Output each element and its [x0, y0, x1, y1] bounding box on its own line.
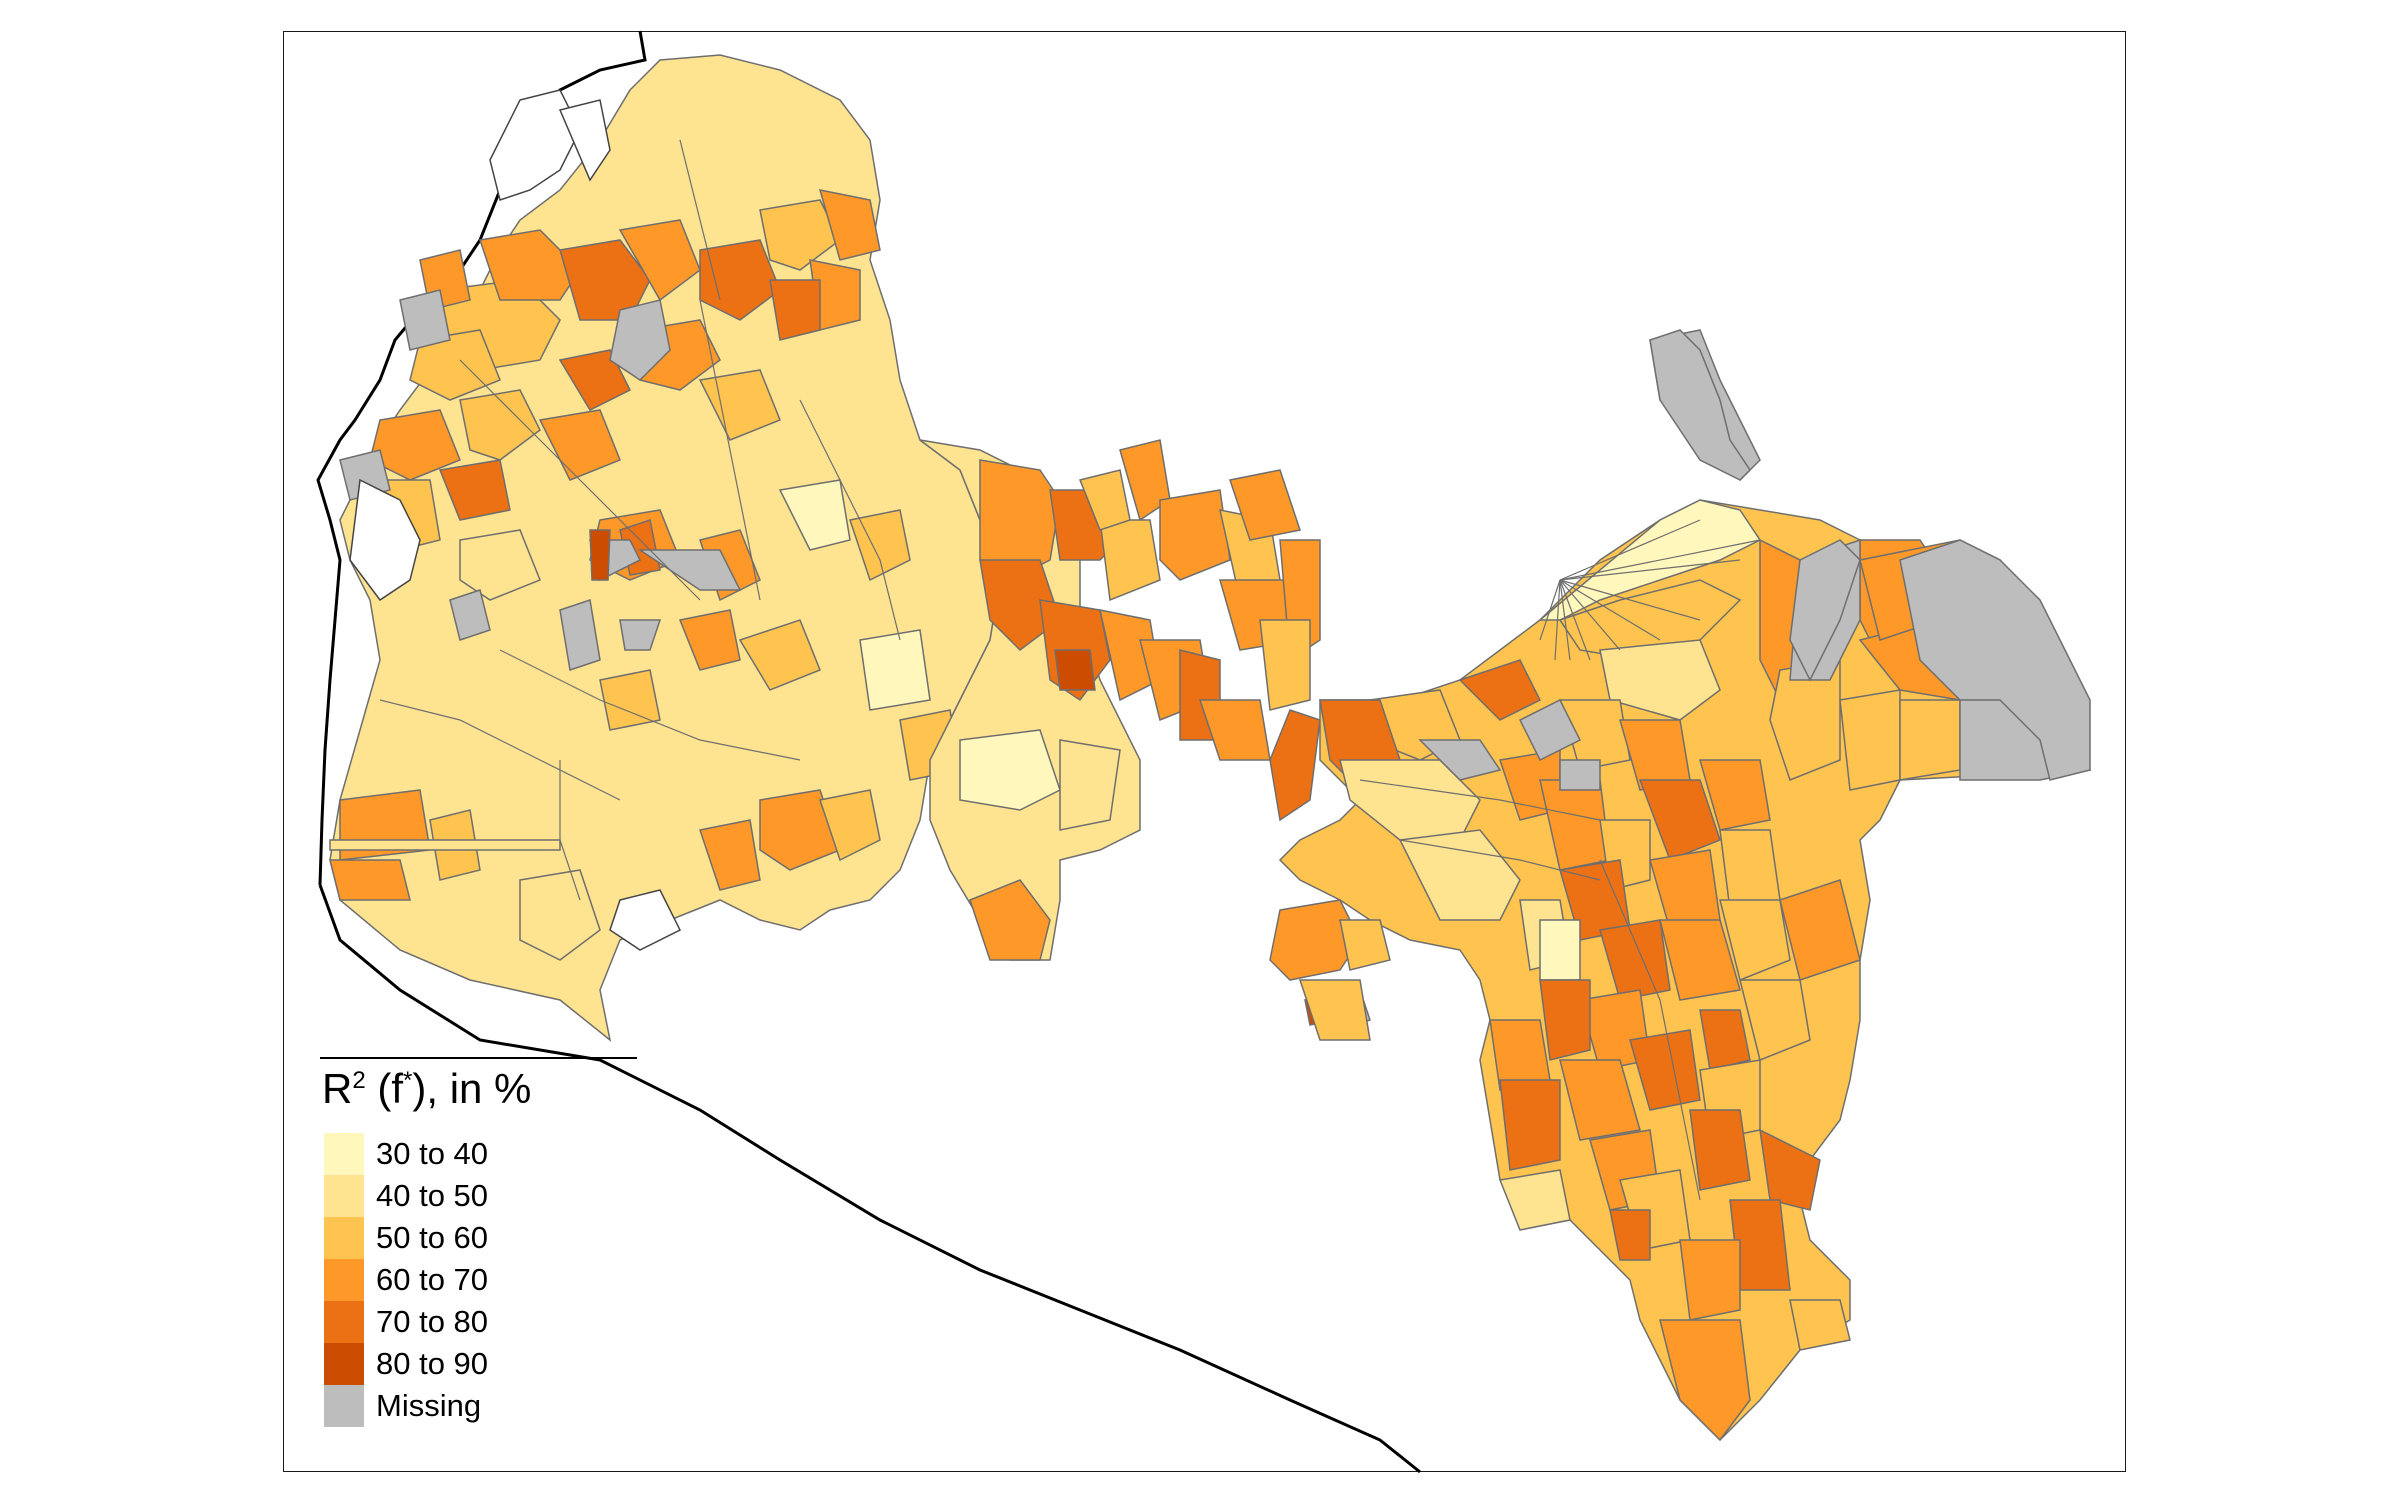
legend-item-60-70: 60 to 70 [324, 1259, 488, 1301]
legend-swatch [324, 1217, 364, 1259]
legend-items: 30 to 40 40 to 50 50 to 60 60 to 70 70 t… [324, 1133, 488, 1427]
legend-swatch [324, 1301, 364, 1343]
legend-label: 70 to 80 [376, 1304, 489, 1339]
legend: R2 (f*), in % 30 to 40 40 to 50 50 to 60… [318, 1053, 648, 1427]
legend-item-30-40: 30 to 40 [324, 1133, 488, 1175]
region-west [329, 54, 1001, 1042]
legend-title-star: * [403, 1067, 413, 1094]
legend-label: 30 to 40 [376, 1136, 489, 1171]
legend-label: 50 to 60 [376, 1220, 489, 1255]
legend-item-80-90: 80 to 90 [324, 1343, 488, 1385]
legend-item-50-60: 50 to 60 [324, 1217, 488, 1259]
legend-swatch [324, 1133, 364, 1175]
legend-label: 40 to 50 [376, 1178, 489, 1213]
legend-swatch [324, 1175, 364, 1217]
legend-title-sup: 2 [352, 1067, 366, 1094]
legend-item-70-80: 70 to 80 [324, 1301, 488, 1343]
legend-title-main: R [322, 1065, 353, 1112]
legend-swatch [324, 1385, 364, 1427]
legend-item-40-50: 40 to 50 [324, 1175, 488, 1217]
legend-title-paren: (f [365, 1065, 404, 1112]
legend-item-missing: Missing [324, 1385, 488, 1427]
missing-ne-strip [1649, 329, 1751, 481]
legend-swatch [324, 1259, 364, 1301]
legend-title-overline [320, 1057, 637, 1059]
region-central [919, 439, 1321, 961]
legend-swatch [324, 1343, 364, 1385]
region-east [1269, 329, 2092, 1442]
legend-title: R2 (f*), in % [318, 1053, 648, 1123]
legend-title-rest: ), in % [412, 1065, 532, 1112]
legend-label: 60 to 70 [376, 1262, 489, 1297]
legend-label: Missing [376, 1388, 482, 1423]
legend-label: 80 to 90 [376, 1346, 489, 1381]
